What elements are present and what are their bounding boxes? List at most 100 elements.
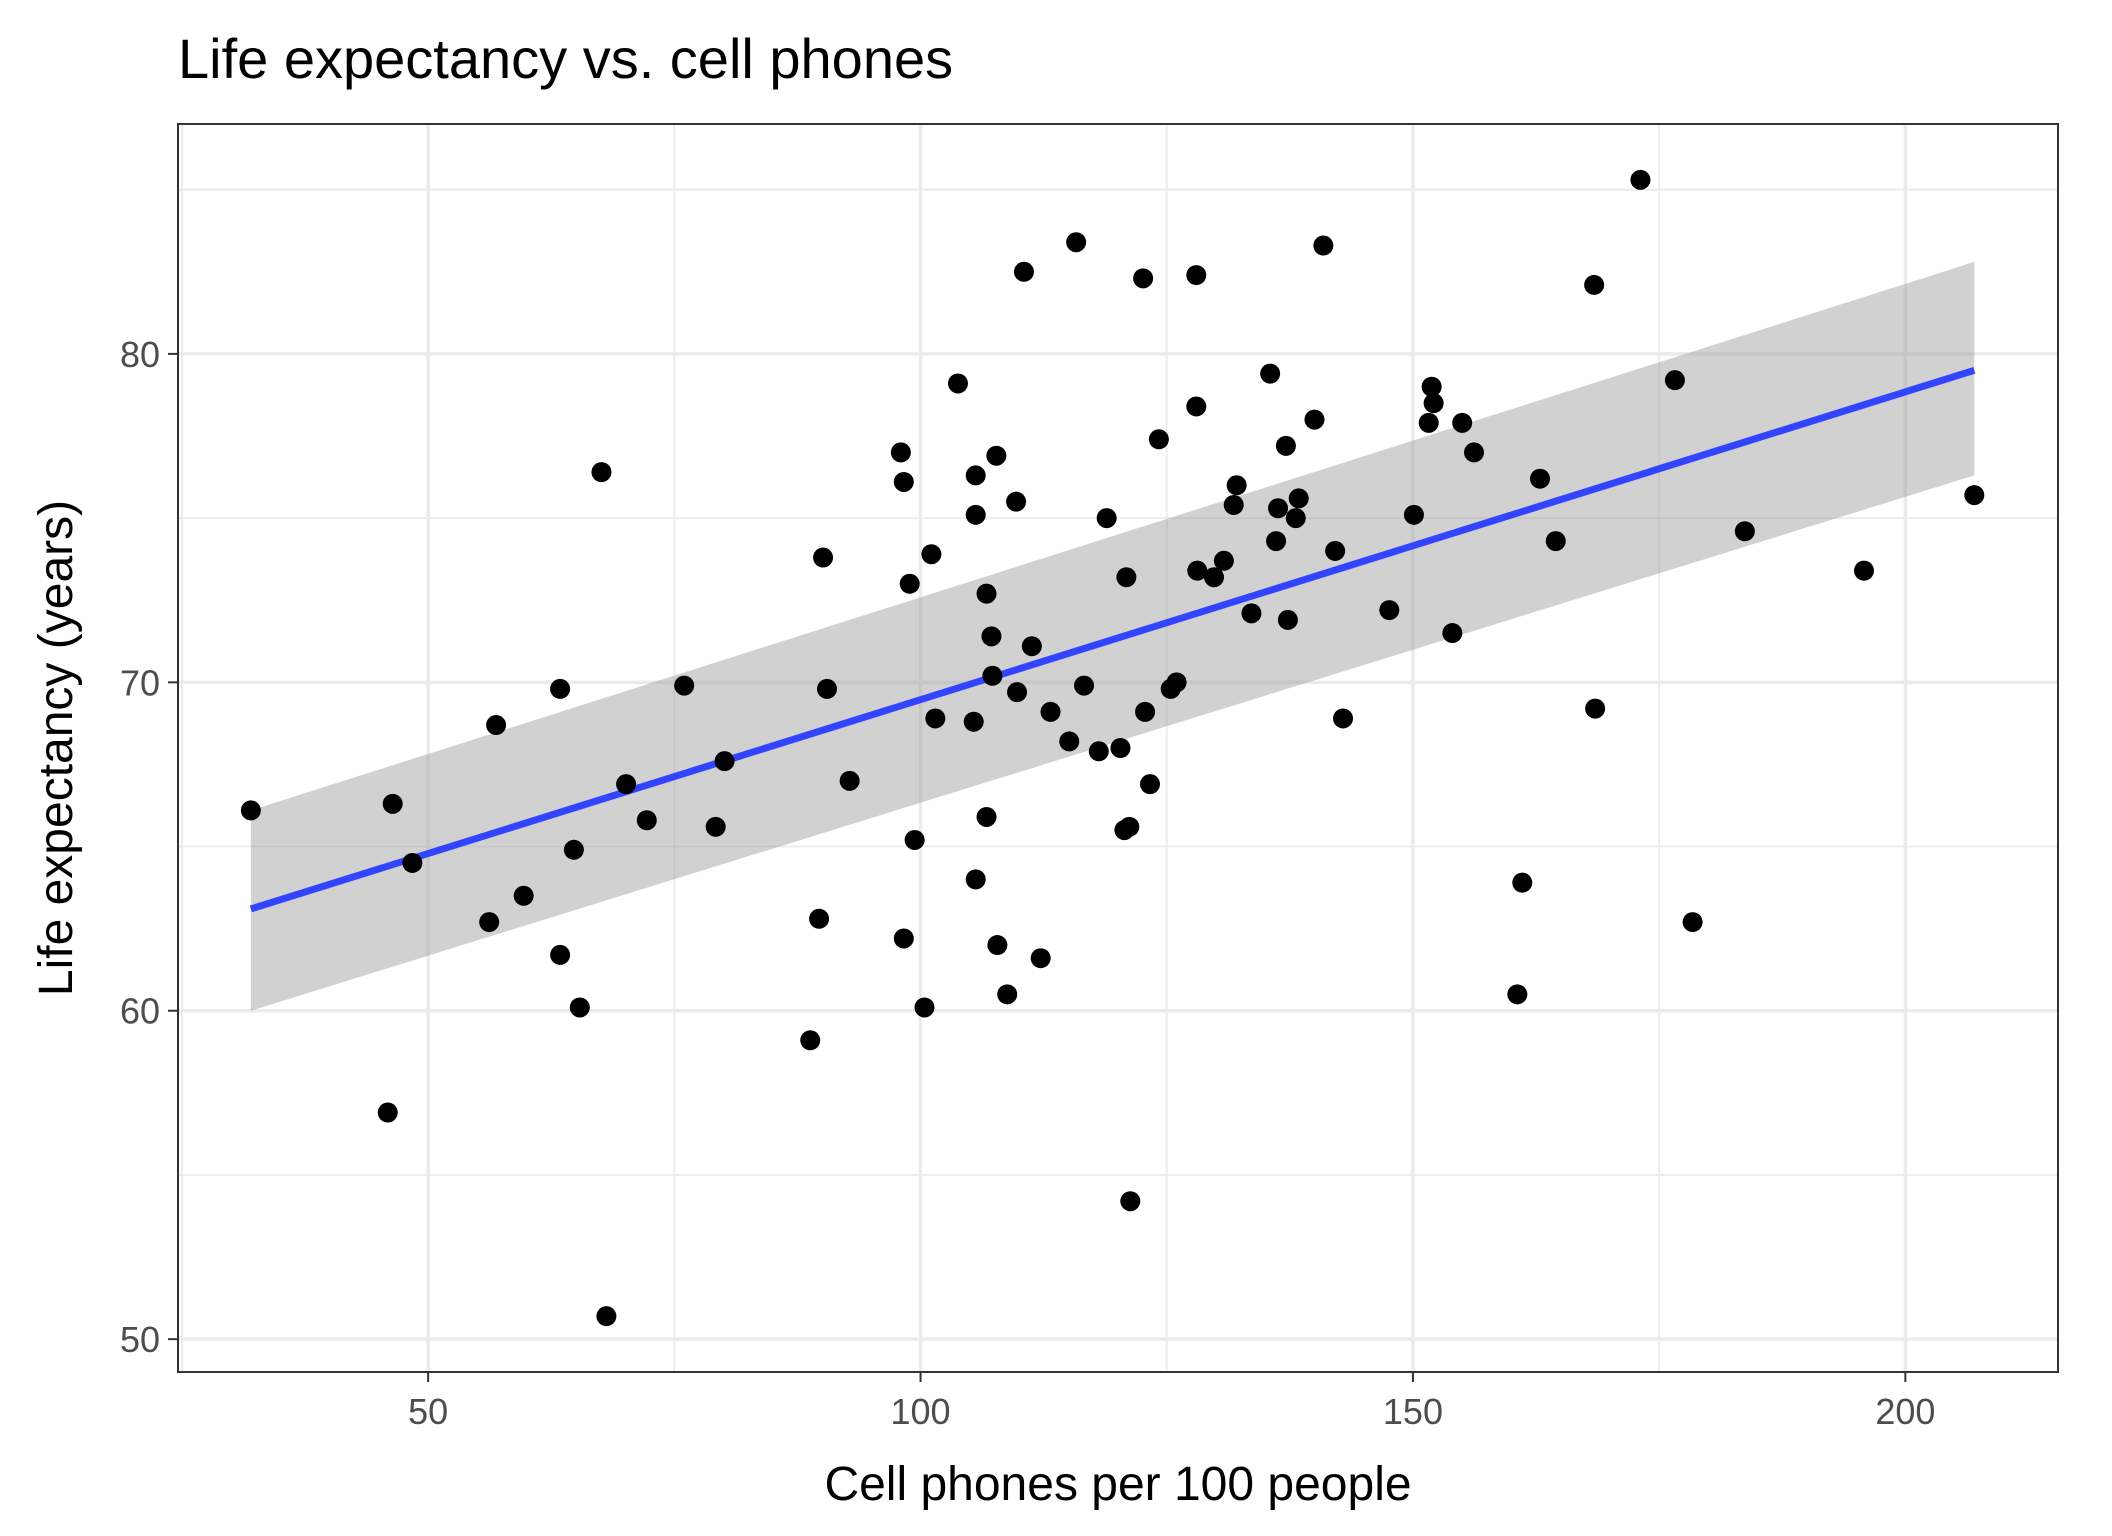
- data-point: [1260, 363, 1281, 384]
- data-point: [904, 829, 925, 850]
- data-point: [1585, 698, 1606, 719]
- data-point: [479, 912, 500, 933]
- data-point: [981, 626, 1002, 647]
- data-point: [591, 462, 612, 483]
- data-point: [1512, 872, 1533, 893]
- data-point: [986, 445, 1007, 466]
- data-point: [1223, 494, 1244, 515]
- data-point: [965, 504, 986, 525]
- data-point: [1006, 491, 1027, 512]
- data-point: [976, 583, 997, 604]
- data-point: [1110, 738, 1131, 758]
- y-tick-label: 80: [120, 334, 160, 375]
- data-point: [1682, 912, 1703, 933]
- y-tick-label: 50: [120, 1319, 160, 1360]
- regression-line: [249, 366, 1976, 913]
- data-points: [240, 169, 1985, 1327]
- data-point: [705, 816, 726, 837]
- data-point: [1304, 409, 1325, 430]
- data-point: [1313, 235, 1334, 256]
- data-point: [377, 1102, 398, 1123]
- data-point: [1166, 672, 1187, 693]
- data-point: [486, 715, 507, 736]
- data-point: [550, 678, 571, 699]
- data-point: [240, 800, 261, 821]
- minor-gridlines: [178, 124, 2058, 1372]
- data-point: [1213, 550, 1234, 571]
- data-point: [1964, 485, 1985, 506]
- data-point: [382, 793, 403, 814]
- data-point: [1120, 1191, 1141, 1212]
- x-tick-label: 50: [408, 1391, 448, 1432]
- data-point: [1140, 774, 1161, 795]
- data-point: [1664, 370, 1685, 391]
- data-point: [1464, 442, 1485, 463]
- data-point: [1186, 396, 1207, 417]
- data-point: [569, 997, 590, 1018]
- data-point: [839, 770, 860, 791]
- data-point: [596, 1306, 617, 1327]
- y-axis-ticks: 50 60 70 80: [120, 334, 178, 1360]
- data-point: [1285, 508, 1306, 529]
- major-gridlines: [178, 124, 2058, 1372]
- x-tick-label: 200: [1875, 1391, 1935, 1432]
- data-point: [1066, 232, 1087, 253]
- x-axis-title: Cell phones per 100 people: [824, 1458, 1411, 1511]
- data-point: [1059, 731, 1080, 752]
- data-point: [1133, 268, 1154, 289]
- data-point: [1452, 412, 1473, 433]
- chart-title: Life expectancy vs. cell phones: [178, 27, 953, 90]
- data-point: [813, 547, 834, 568]
- data-point: [563, 839, 584, 860]
- data-point: [1734, 521, 1755, 542]
- data-point: [800, 1030, 821, 1051]
- data-point: [1421, 376, 1442, 397]
- data-point: [1088, 741, 1109, 762]
- x-tick-label: 100: [891, 1391, 951, 1432]
- data-point: [1040, 701, 1061, 722]
- data-point: [893, 928, 914, 949]
- data-point: [550, 944, 571, 965]
- data-point: [816, 678, 837, 699]
- data-point: [1119, 816, 1140, 837]
- data-point: [1333, 708, 1354, 729]
- y-axis: 50 60 70 80 Life expectancy (years): [30, 334, 178, 1360]
- data-point: [1418, 412, 1439, 433]
- x-axis: 50 100 150 200 Cell phones per 100 people: [408, 1372, 1935, 1511]
- data-point: [890, 442, 911, 463]
- data-point: [1423, 393, 1444, 414]
- data-point: [925, 708, 946, 729]
- data-point: [987, 935, 1008, 956]
- data-point: [1226, 475, 1247, 496]
- data-point: [914, 997, 935, 1018]
- data-point: [1204, 567, 1225, 588]
- data-point: [1442, 623, 1463, 644]
- data-point: [1030, 948, 1051, 969]
- data-point: [1288, 488, 1309, 509]
- data-point: [1021, 636, 1042, 657]
- data-point: [636, 810, 657, 831]
- data-point: [402, 852, 423, 873]
- data-point: [1379, 600, 1400, 621]
- data-point: [921, 544, 942, 565]
- panel-border: [177, 123, 2059, 1373]
- data-point: [1275, 435, 1296, 456]
- data-point: [997, 984, 1018, 1005]
- data-point: [809, 908, 830, 929]
- data-point: [1325, 540, 1346, 561]
- data-point: [674, 675, 695, 696]
- data-point: [1148, 429, 1169, 450]
- data-point: [963, 711, 984, 732]
- data-point: [1074, 675, 1095, 696]
- data-point: [1507, 984, 1528, 1005]
- data-point: [1241, 603, 1262, 624]
- data-point: [1630, 169, 1651, 190]
- data-point: [965, 869, 986, 890]
- data-point: [1135, 701, 1156, 722]
- data-point: [1007, 682, 1028, 703]
- x-tick-label: 150: [1383, 1391, 1443, 1432]
- data-point: [616, 774, 637, 795]
- data-point: [1186, 265, 1207, 286]
- data-point: [1545, 531, 1566, 552]
